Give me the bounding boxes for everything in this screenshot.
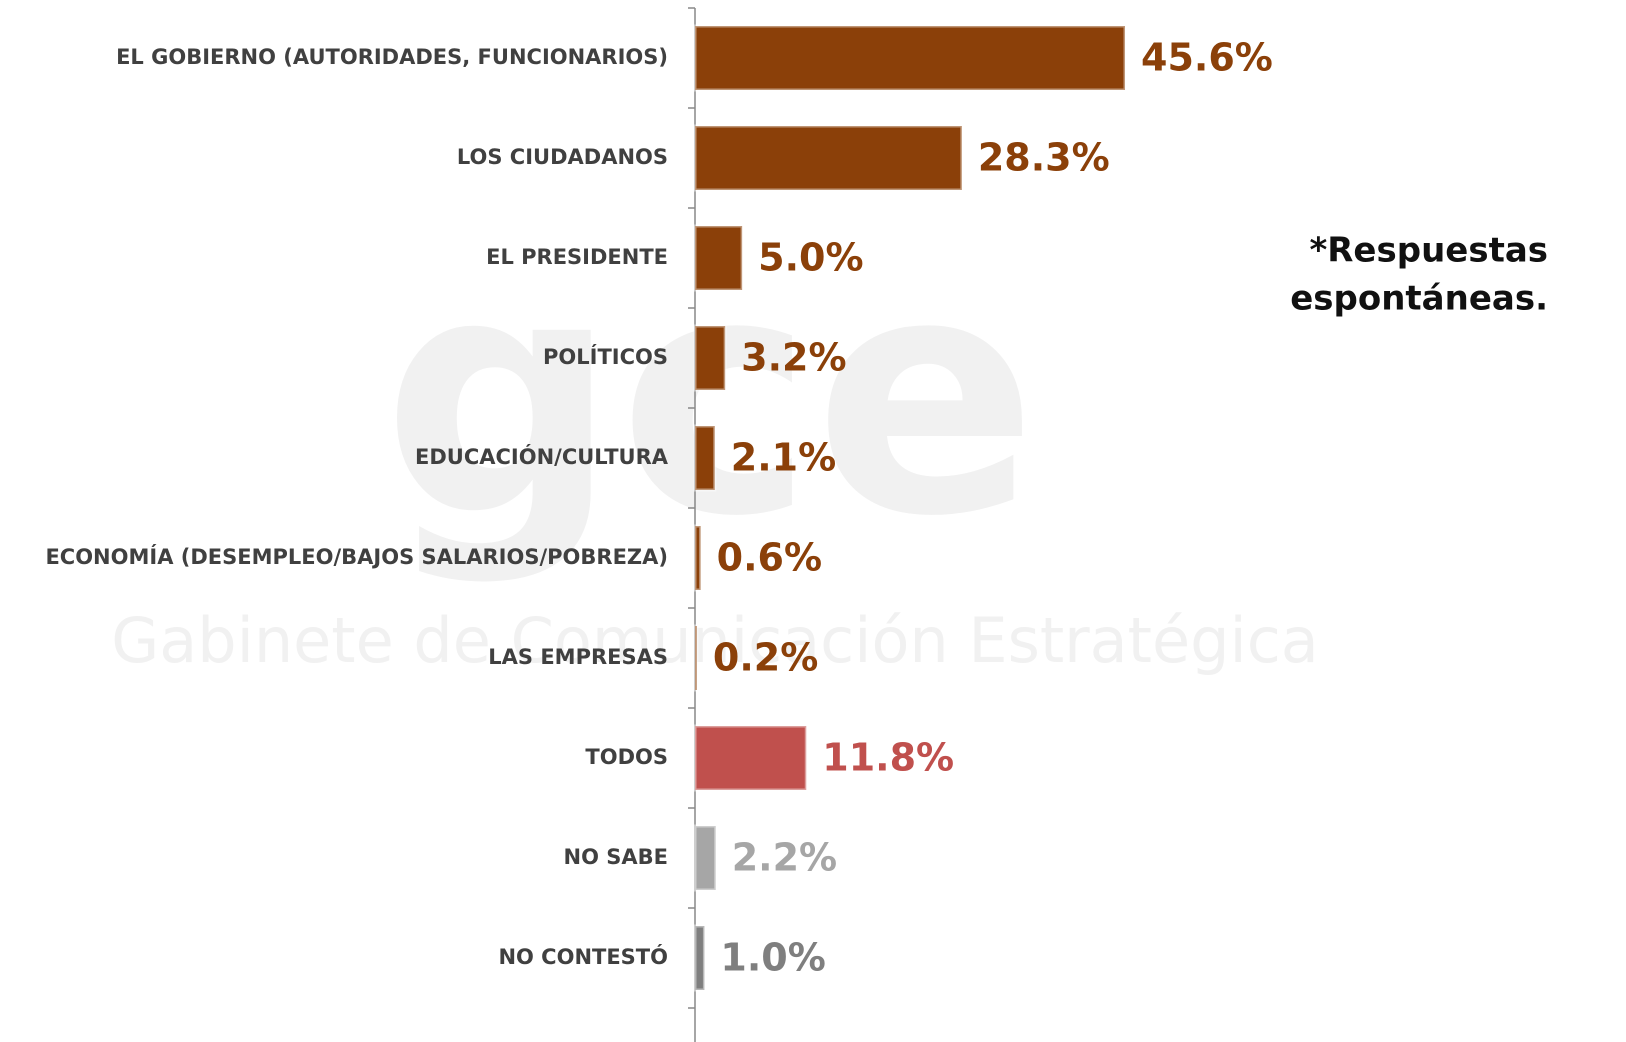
category-label: TODOS (585, 745, 668, 769)
category-label: NO SABE (564, 845, 668, 869)
value-label: 5.0% (758, 236, 863, 280)
bar (693, 424, 717, 492)
value-label: 45.6% (1141, 36, 1273, 80)
annotation: *Respuestas (1309, 231, 1548, 271)
value-label: 2.1% (731, 436, 836, 480)
category-label: LAS EMPRESAS (488, 645, 668, 669)
value-label: 1.0% (720, 936, 825, 980)
annotation: espontáneas. (1290, 279, 1548, 319)
bar (693, 524, 703, 592)
category-label: EDUCACIÓN/CULTURA (415, 444, 669, 469)
value-label: 0.6% (717, 536, 822, 580)
value-label: 3.2% (741, 336, 846, 380)
bar (693, 924, 706, 992)
bar (693, 24, 1127, 92)
bar (693, 324, 727, 392)
bar (693, 624, 699, 692)
watermark-text: Gabinete de Comunicación Estratégica (111, 604, 1319, 677)
category-label: EL PRESIDENTE (486, 245, 668, 269)
category-label: ECONOMÍA (DESEMPLEO/BAJOS SALARIOS/POBRE… (45, 544, 668, 569)
category-label: NO CONTESTÓ (498, 944, 668, 969)
bar (693, 224, 744, 292)
bar (693, 824, 718, 892)
value-label: 28.3% (978, 136, 1110, 180)
value-label: 0.2% (713, 636, 818, 680)
value-label: 2.2% (732, 836, 837, 880)
category-label: EL GOBIERNO (AUTORIDADES, FUNCIONARIOS) (116, 45, 668, 69)
bar (693, 724, 808, 792)
category-label: POLÍTICOS (543, 344, 668, 369)
value-label: 11.8% (822, 736, 954, 780)
bar (693, 124, 964, 192)
category-label: LOS CIUDADANOS (457, 145, 668, 169)
